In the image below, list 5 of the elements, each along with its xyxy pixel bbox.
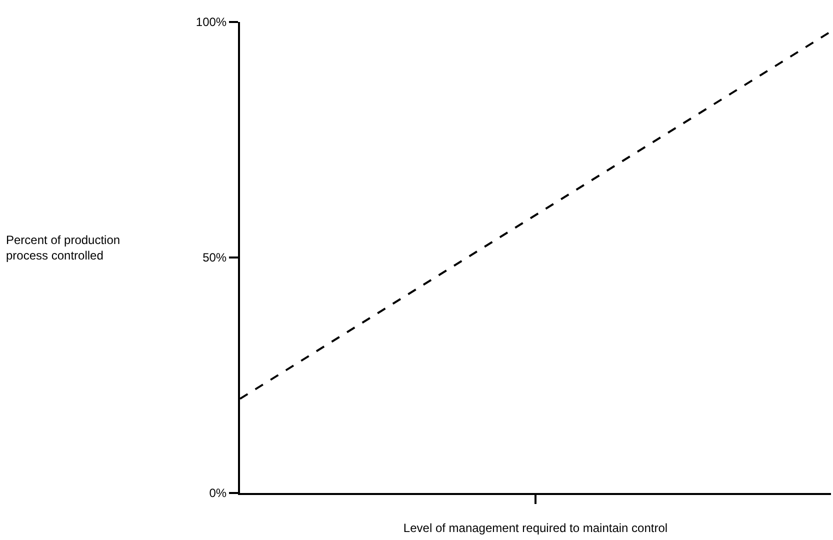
y-tick-label: 100% bbox=[196, 15, 227, 30]
y-tick-label: 0% bbox=[209, 486, 227, 500]
y-tick-label: 50% bbox=[202, 250, 227, 265]
x-axis-title: Level of management required to maintain control bbox=[403, 520, 668, 535]
text: Percent of production process controlled bbox=[6, 233, 120, 263]
